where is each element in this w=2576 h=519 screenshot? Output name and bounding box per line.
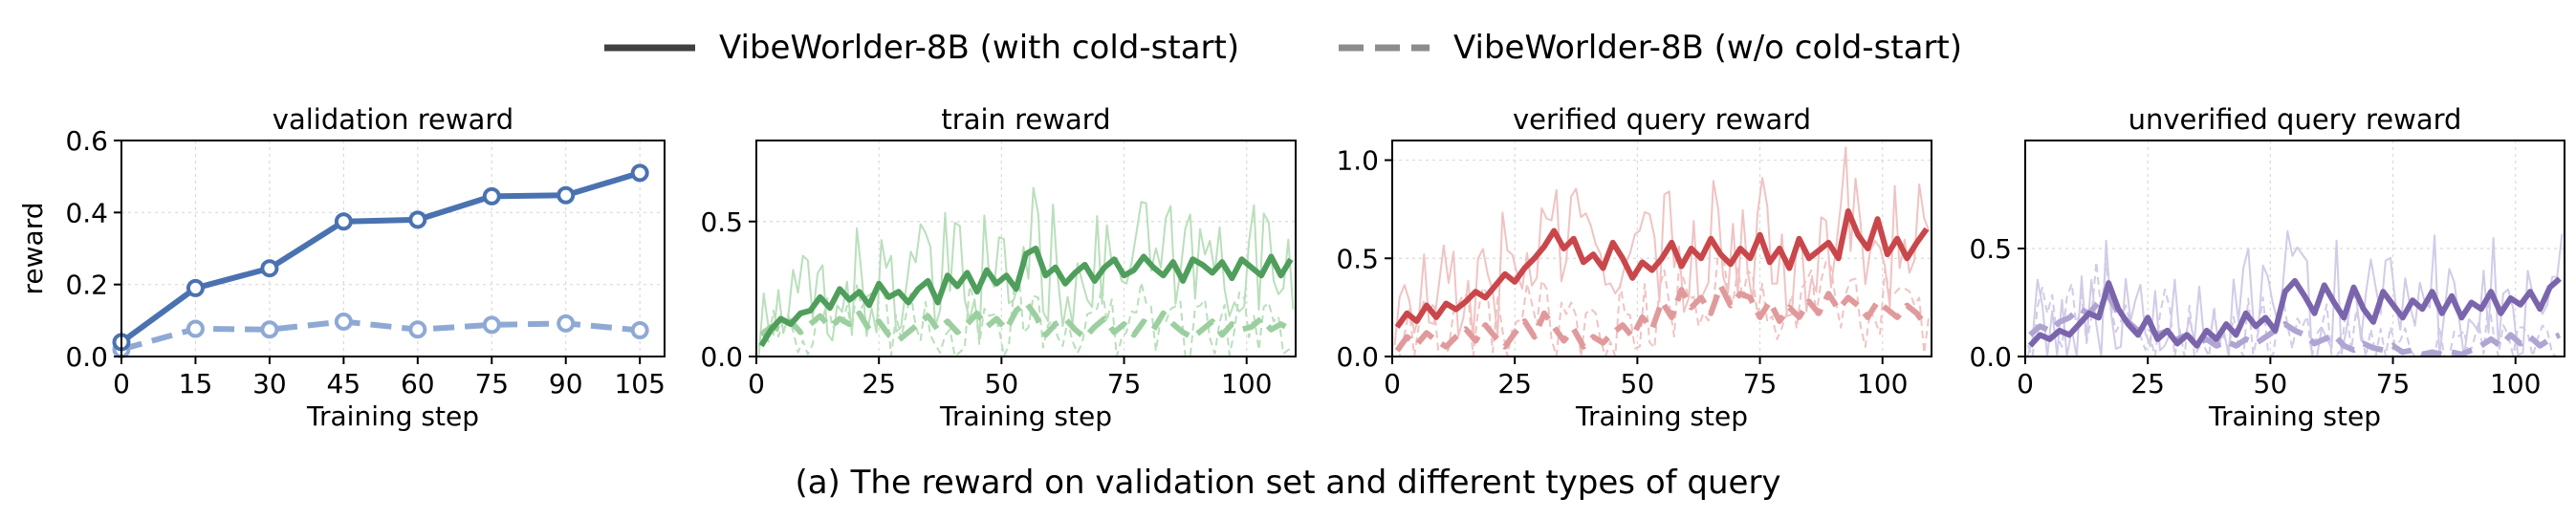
y-tick-label: 0.5 [700, 206, 743, 238]
data-point-without-cold-start [260, 320, 279, 339]
y-tick-label: 0.0 [700, 341, 743, 373]
x-tick-label: 60 [401, 368, 435, 400]
x-tick-label: 100 [1221, 368, 1272, 400]
panel-title: verified query reward [1513, 103, 1811, 136]
data-point-with-cold-start [630, 163, 649, 183]
raw-trace-without-cold-start [2026, 261, 2563, 357]
data-point-with-cold-start [408, 210, 427, 229]
series-line-with-cold-start [2027, 276, 2562, 349]
series-line-without-cold-start [1394, 283, 1930, 353]
data-point-without-cold-start [334, 312, 353, 331]
series-line-with-cold-start [120, 170, 642, 345]
y-tick-label: 0.0 [1336, 341, 1379, 373]
x-tick-label: 75 [1743, 368, 1778, 400]
data-point-without-cold-start [186, 319, 205, 338]
x-axis-label: Training step [306, 400, 479, 432]
data-point-without-cold-start [482, 315, 501, 335]
series-line-with-cold-start [758, 246, 1294, 348]
x-tick-label: 50 [2254, 368, 2288, 400]
x-tick-label: 100 [1857, 368, 1908, 400]
y-tick-label: 0.5 [1969, 233, 2012, 265]
axes-frame [120, 140, 666, 357]
x-tick-label: 50 [985, 368, 1019, 400]
axes-frame [1391, 140, 1932, 357]
series-line-with-cold-start [1394, 207, 1930, 329]
raw-trace-without-cold-start [757, 270, 1294, 357]
y-axis-label: reward [17, 203, 49, 295]
series-line-without-cold-start [759, 299, 1293, 344]
x-tick-label: 75 [1107, 368, 1142, 400]
y-tick-label: 0.0 [65, 341, 108, 373]
x-tick-label: 50 [1621, 368, 1655, 400]
data-point-with-cold-start [482, 186, 501, 205]
axes-frame [755, 140, 1297, 357]
data-point-with-cold-start [334, 212, 353, 231]
x-tick-label: 15 [179, 368, 213, 400]
raw-trace-with-cold-start [2026, 229, 2564, 357]
legend-label-without-cold-start: VibeWorlder-8B (w/o cold-start) [1453, 29, 1962, 67]
x-tick-label: 100 [2490, 368, 2541, 400]
y-tick-label: 0.5 [1336, 243, 1379, 274]
y-tick-label: 1.0 [1336, 145, 1379, 177]
x-tick-label: 30 [252, 368, 287, 400]
x-tick-label: 25 [2130, 368, 2165, 400]
legend-label-with-cold-start: VibeWorlder-8B (with cold-start) [719, 29, 1239, 67]
panel-validation-reward: 0 15 30 45 60 75 90 105 0.0 0.2 0.4 0.6 validation r… [17, 103, 666, 432]
x-axis-label: Training step [2208, 400, 2381, 432]
raw-trace-without-cold-start [1394, 249, 1931, 357]
x-tick-label: 25 [1497, 368, 1532, 400]
panel-title: validation reward [273, 103, 513, 136]
x-tick-label: 0 [1384, 368, 1401, 400]
y-tick-label: 0.4 [65, 197, 108, 228]
data-point-with-cold-start [557, 185, 576, 205]
legend: VibeWorlder-8B (with cold-start) VibeWor… [604, 29, 1962, 67]
x-tick-label: 75 [2376, 368, 2411, 400]
panel-train-reward: 0 25 50 75 100 0.0 0.5 train reward Training ste… [700, 103, 1297, 432]
x-tick-label: 0 [748, 368, 765, 400]
panel-title: unverified query reward [2128, 103, 2462, 136]
raw-trace-with-cold-start [1393, 146, 1931, 346]
data-point-without-cold-start [557, 314, 576, 333]
x-tick-label: 0 [2017, 368, 2034, 400]
panel-verified-query-reward: 0 25 50 75 100 0.0 0.5 1.0 verified query reward… [1336, 103, 1932, 432]
data-point-with-cold-start [260, 259, 279, 278]
x-tick-label: 75 [474, 368, 509, 400]
data-point-without-cold-start [408, 320, 427, 339]
data-point-without-cold-start [630, 321, 649, 340]
x-tick-label: 105 [614, 368, 665, 400]
x-axis-label: Training step [1575, 400, 1748, 432]
x-axis-label: Training step [939, 400, 1112, 432]
series-line-without-cold-start [2028, 292, 2562, 357]
data-point-with-cold-start [186, 278, 205, 297]
panel-unverified-query-reward: 0 25 50 75 100 0.0 0.5 unverified query reward T… [1969, 103, 2565, 432]
x-tick-label: 0 [113, 368, 130, 400]
y-tick-label: 0.6 [65, 125, 108, 157]
series-line-without-cold-start [120, 318, 641, 353]
x-tick-label: 90 [549, 368, 583, 400]
y-tick-label: 0.2 [65, 270, 108, 301]
x-tick-label: 45 [327, 368, 361, 400]
panel-title: train reward [941, 103, 1110, 136]
figure-caption: (a) The reward on validation set and dif… [795, 464, 1780, 502]
y-tick-label: 0.0 [1969, 341, 2012, 373]
x-tick-label: 25 [862, 368, 896, 400]
